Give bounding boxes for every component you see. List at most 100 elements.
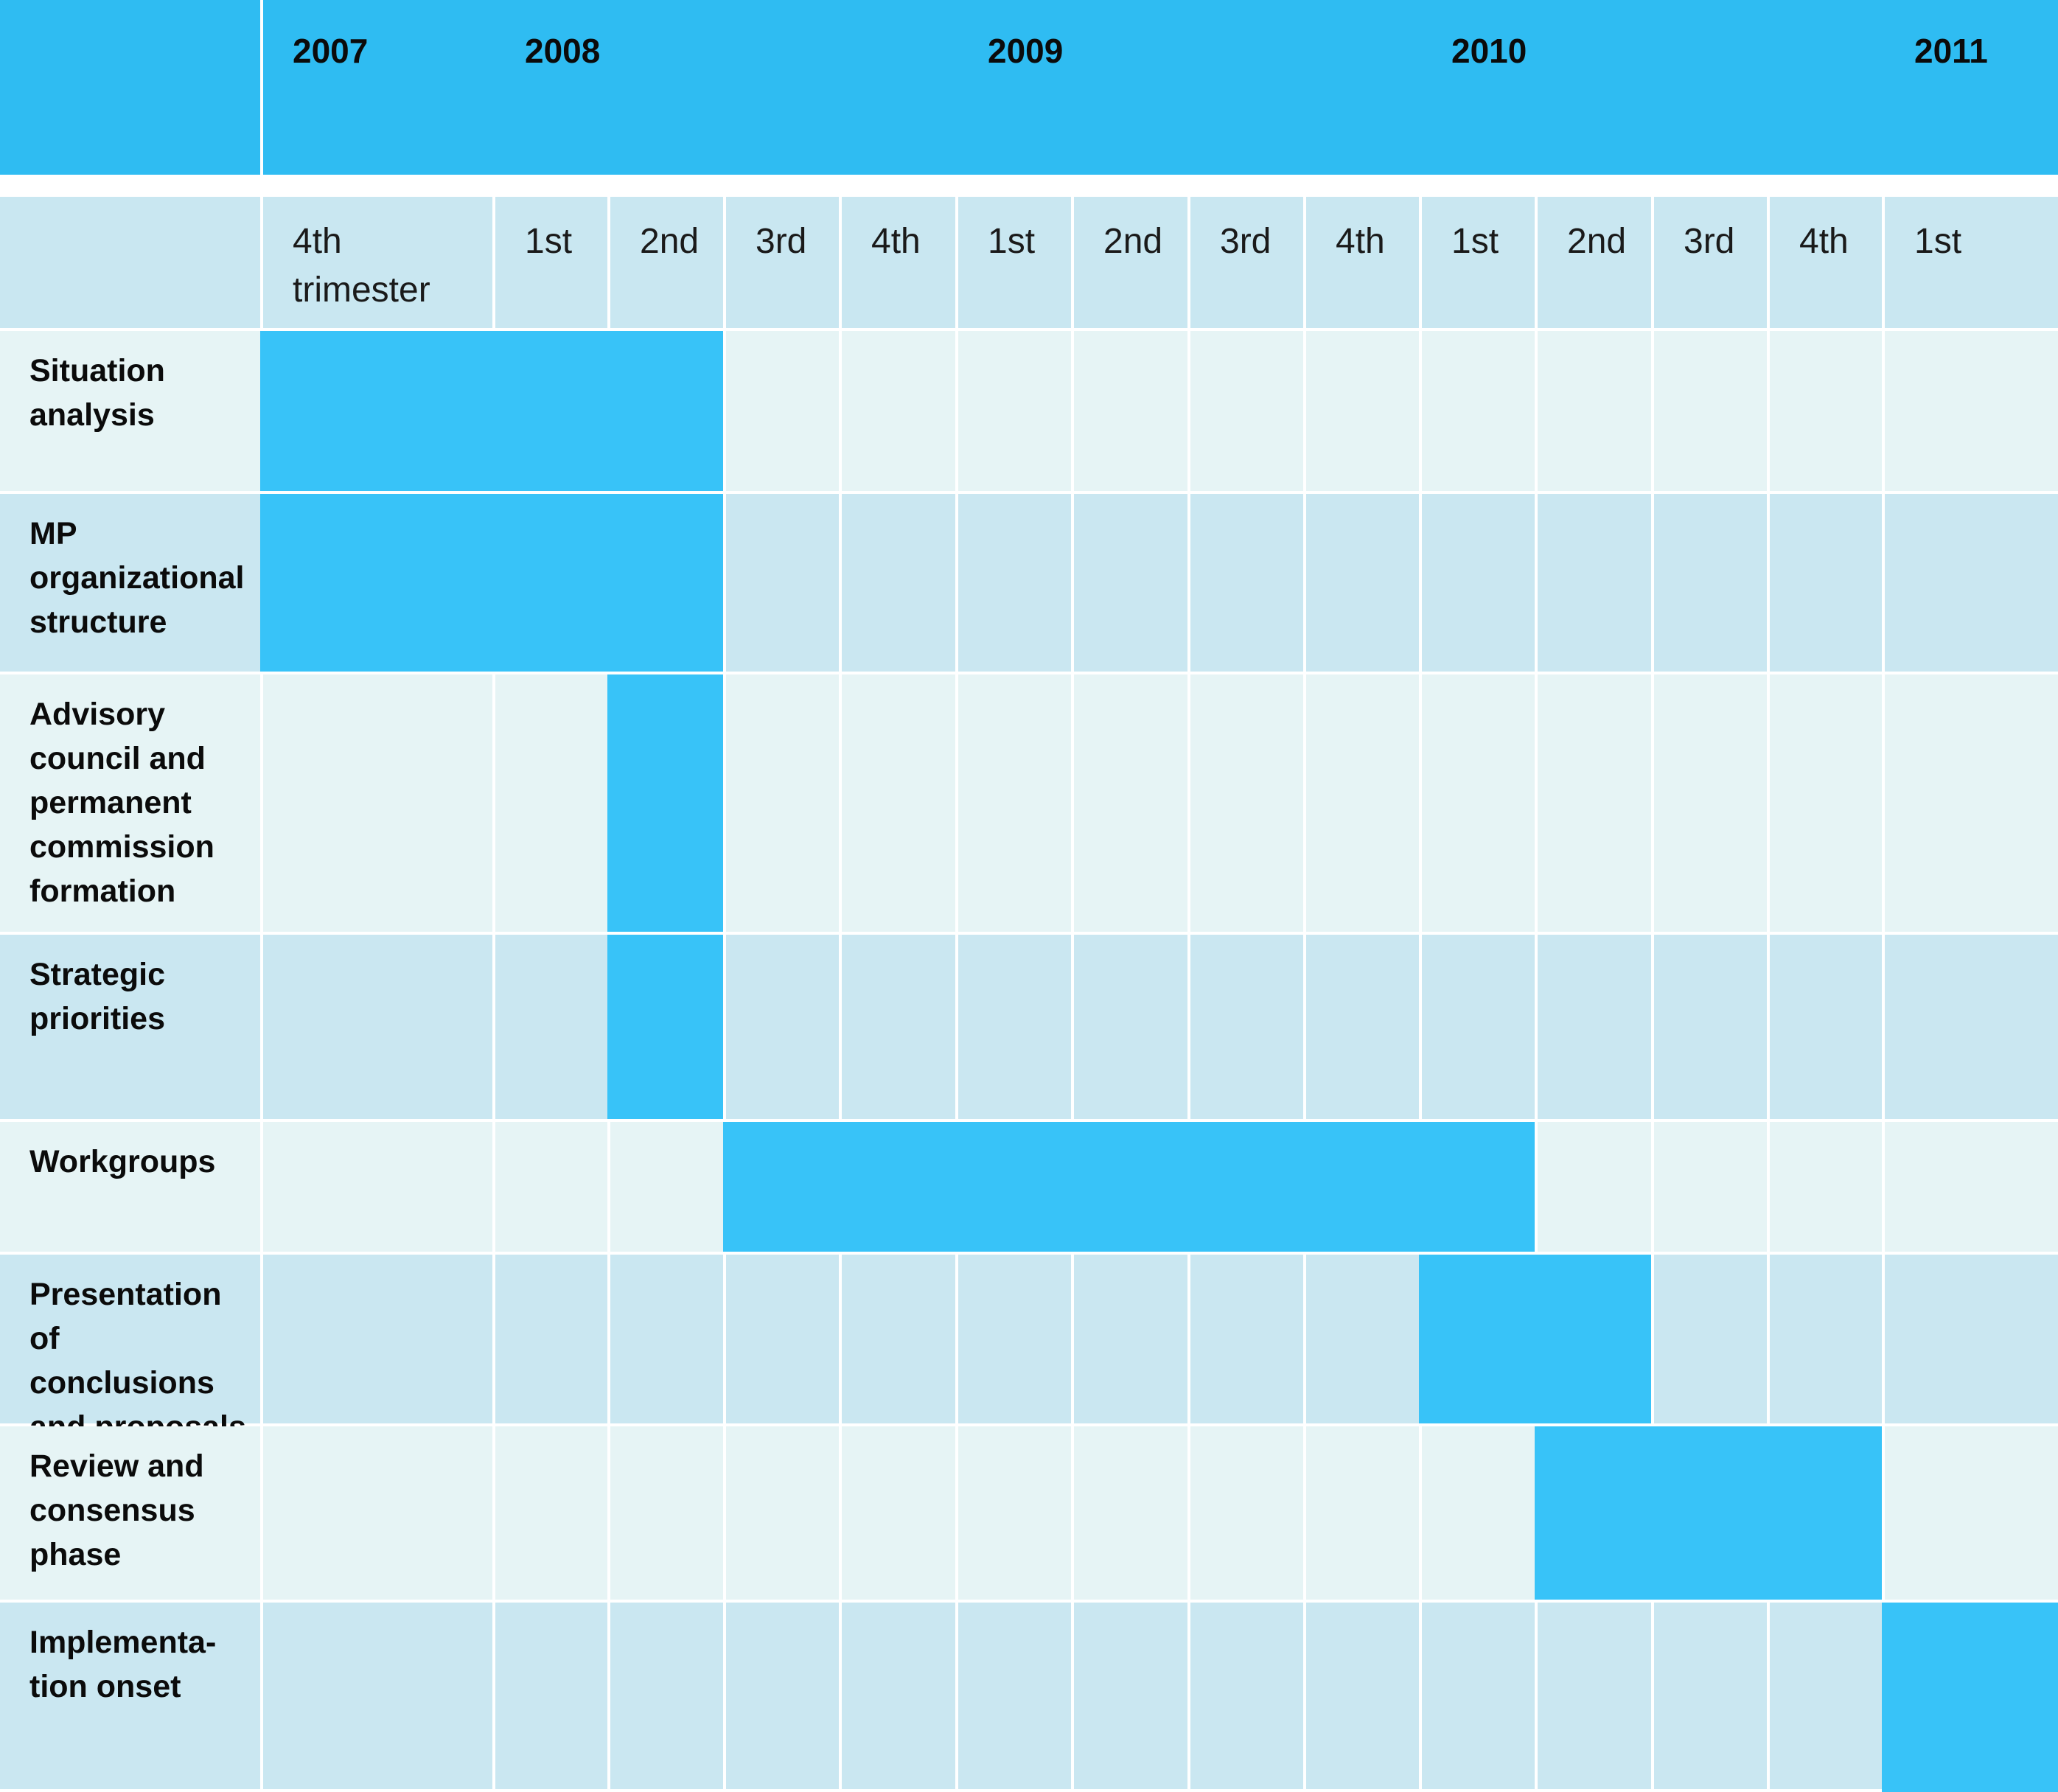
period-cell — [263, 1426, 492, 1600]
period-cell — [1422, 1603, 1535, 1789]
period-cell — [958, 674, 1071, 932]
period-cell — [495, 1122, 607, 1252]
period-cell — [1538, 494, 1651, 672]
quarter-header: 3rd — [1654, 197, 1767, 328]
period-cell — [1885, 935, 2058, 1119]
period-cell — [958, 1603, 1071, 1789]
period-cell — [610, 1426, 723, 1600]
period-cell — [1422, 494, 1535, 672]
active-period — [607, 674, 723, 932]
period-cell — [726, 1255, 839, 1423]
period-cell — [1654, 674, 1767, 932]
period-cell — [1885, 1255, 2058, 1423]
period-cell — [495, 1603, 607, 1789]
quarter-header: 2nd — [610, 197, 723, 328]
quarter-header: 4th — [842, 197, 955, 328]
year-header: 2008 — [495, 0, 958, 175]
active-period — [1187, 1122, 1303, 1252]
period-cell — [1654, 331, 1767, 491]
period-cell — [958, 935, 1071, 1119]
period-cell — [1654, 1255, 1767, 1423]
task-label: Presentation of conclusions and proposal… — [0, 1255, 260, 1445]
quarter-header: 1st — [1422, 197, 1535, 328]
quarter-header: 2nd — [1074, 197, 1187, 328]
period-cell — [726, 935, 839, 1119]
period-cell — [842, 1255, 955, 1423]
period-cell — [958, 494, 1071, 672]
period-cell — [1074, 1426, 1187, 1600]
period-cell — [1770, 494, 1882, 672]
period-cell — [1538, 1603, 1651, 1789]
period-cell — [1770, 935, 1882, 1119]
period-cell — [1306, 494, 1419, 672]
period-cell — [726, 1426, 839, 1600]
period-cell — [958, 331, 1071, 491]
period-cell — [263, 674, 492, 932]
period-cell — [1770, 1122, 1882, 1252]
period-cell — [1190, 1426, 1303, 1600]
year-header: 2010 — [1422, 0, 1885, 175]
active-period — [1303, 1122, 1419, 1252]
period-cell — [610, 1603, 723, 1789]
period-cell — [495, 1255, 607, 1423]
task-label: Implementa-tion onset — [0, 1603, 260, 1789]
quarter-header: 4th — [1770, 197, 1882, 328]
period-cell — [263, 1255, 492, 1423]
period-cell — [495, 674, 607, 932]
period-cell — [1422, 331, 1535, 491]
active-period — [1651, 1426, 1767, 1600]
quarter-header: 4th trimester — [263, 197, 492, 328]
quarter-header: 4th — [1306, 197, 1419, 328]
active-period — [1535, 1255, 1651, 1423]
period-cell — [1306, 1603, 1419, 1789]
period-cell — [1190, 331, 1303, 491]
period-cell — [1074, 494, 1187, 672]
period-cell — [726, 1603, 839, 1789]
period-cell — [1654, 1603, 1767, 1789]
period-cell — [1538, 331, 1651, 491]
active-period — [492, 494, 607, 672]
period-cell — [495, 1426, 607, 1600]
period-cell — [1770, 674, 1882, 932]
period-cell — [1885, 674, 2058, 932]
period-cell — [1306, 331, 1419, 491]
period-cell — [1190, 1603, 1303, 1789]
period-cell — [726, 674, 839, 932]
period-cell — [610, 1255, 723, 1423]
period-cell — [1885, 494, 2058, 672]
period-cell — [958, 1255, 1071, 1423]
period-cell — [1190, 935, 1303, 1119]
active-period — [607, 935, 723, 1119]
period-cell — [842, 674, 955, 932]
period-cell — [1306, 1255, 1419, 1423]
period-cell — [726, 331, 839, 491]
period-cell — [842, 494, 955, 672]
period-cell — [1190, 1255, 1303, 1423]
period-cell — [1538, 674, 1651, 932]
period-cell — [263, 935, 492, 1119]
period-cell — [1538, 935, 1651, 1119]
period-cell — [1885, 1426, 2058, 1600]
quarter-header: 2nd — [1538, 197, 1651, 328]
task-label: Workgroups — [0, 1122, 260, 1252]
quarter-corner — [0, 197, 260, 328]
quarter-header: 1st — [958, 197, 1071, 328]
quarter-header: 1st — [495, 197, 607, 328]
period-cell — [1654, 494, 1767, 672]
period-cell — [1422, 674, 1535, 932]
task-label: Review and consensus phase — [0, 1426, 260, 1600]
period-cell — [610, 1122, 723, 1252]
period-cell — [726, 494, 839, 672]
period-cell — [1306, 935, 1419, 1119]
period-cell — [1074, 1603, 1187, 1789]
period-cell — [1306, 674, 1419, 932]
period-cell — [842, 1426, 955, 1600]
quarter-header: 1st — [1885, 197, 2058, 328]
active-period — [1071, 1122, 1187, 1252]
period-cell — [495, 935, 607, 1119]
quarter-header: 3rd — [726, 197, 839, 328]
period-cell — [1654, 1122, 1767, 1252]
active-period — [1419, 1255, 1535, 1423]
period-cell — [958, 1426, 1071, 1600]
period-cell — [263, 1603, 492, 1789]
